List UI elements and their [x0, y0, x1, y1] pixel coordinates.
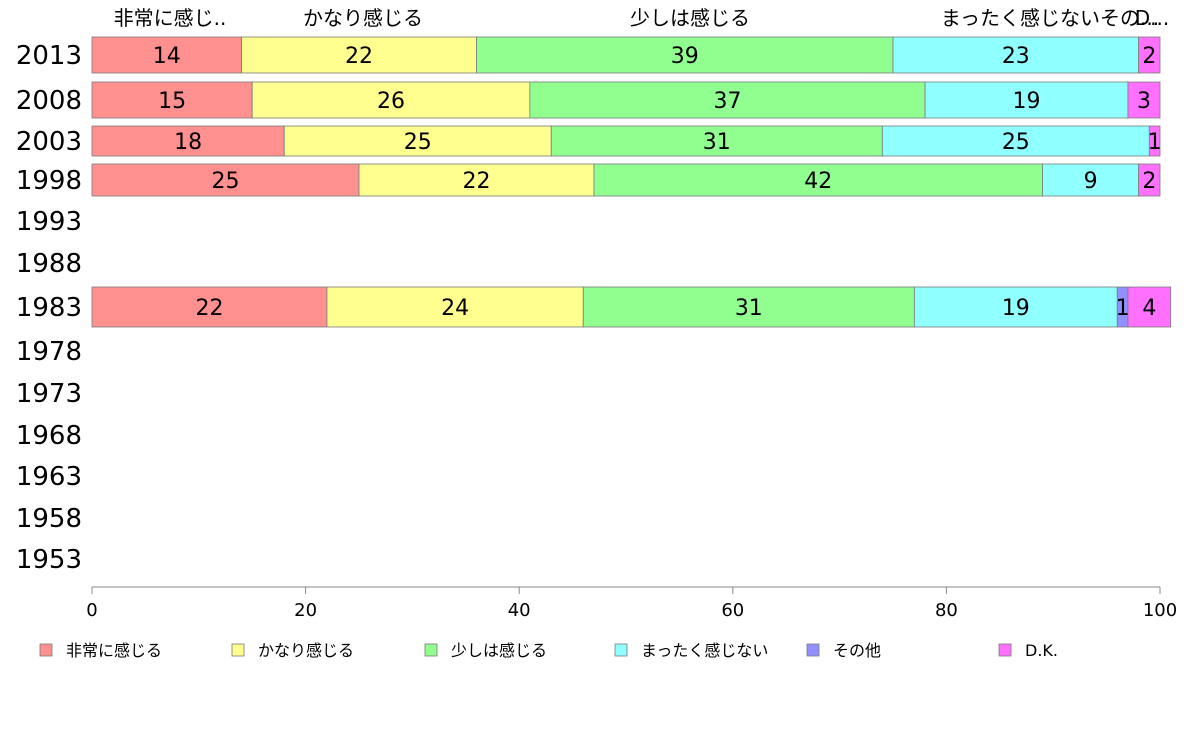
bar-value-label-2008-series-3: 19 [1013, 89, 1041, 114]
year-label-2008: 2008 [16, 86, 82, 116]
legend-label-3: まったく感じない [641, 641, 768, 660]
legend-label-0: 非常に感じる [66, 641, 162, 660]
top-category-label-0: 非常に感じ.. [114, 6, 227, 30]
bar-2003-series-1 [283, 125, 552, 157]
bar-2003-series-2 [550, 125, 883, 157]
x-tick-label-0: 0 [86, 600, 97, 621]
legend-label-2: 少しは感じる [451, 641, 547, 660]
top-category-label-3: まったく感じないその... [941, 6, 1159, 30]
bar-value-label-1998-series-0: 25 [212, 169, 240, 194]
legend-swatch-3 [614, 643, 628, 657]
bar-1998-series-1 [358, 163, 595, 197]
year-label-1963: 1963 [16, 462, 82, 492]
bar-2013-series-0 [91, 36, 242, 74]
top-category-label-1: かなり感じる [303, 6, 423, 30]
bar-2003-series-0 [91, 125, 285, 157]
year-label-1978: 1978 [16, 337, 82, 367]
bar-value-label-1983-series-5: 4 [1142, 296, 1156, 321]
bar-value-label-2013-series-2: 39 [671, 44, 699, 69]
bar-value-label-1998-series-3: 9 [1084, 169, 1098, 194]
legend-swatch-5 [998, 643, 1012, 657]
year-label-1988: 1988 [16, 249, 82, 279]
bar-1998-series-3 [1042, 163, 1140, 197]
bar-value-label-2003-series-5: 1 [1148, 130, 1162, 155]
x-tick-label-20: 20 [294, 600, 317, 621]
legend-swatch-1 [231, 643, 245, 657]
bar-2008-series-0 [91, 81, 253, 119]
bar-value-label-2008-series-1: 26 [377, 89, 405, 114]
x-tick-label-40: 40 [508, 600, 531, 621]
bar-2008-series-5 [1127, 81, 1161, 119]
year-label-1973: 1973 [16, 379, 82, 409]
year-label-2003: 2003 [16, 127, 82, 157]
bar-2008-series-1 [251, 81, 531, 119]
bar-value-label-2003-series-0: 18 [174, 130, 202, 155]
bar-1983-series-3 [913, 286, 1118, 328]
top-category-label-4: D... [1135, 6, 1169, 30]
legend-swatch-4 [806, 643, 820, 657]
bar-2013-series-2 [476, 36, 894, 74]
year-label-1968: 1968 [16, 421, 82, 451]
year-label-1958: 1958 [16, 504, 82, 534]
bar-value-label-2003-series-2: 31 [703, 130, 731, 155]
bar-2013-series-1 [241, 36, 477, 74]
bar-value-label-2003-series-1: 25 [404, 130, 432, 155]
bar-2013-series-5 [1138, 36, 1161, 74]
bar-value-label-1983-series-4: 1 [1116, 296, 1130, 321]
year-label-1953: 1953 [16, 545, 82, 575]
bar-2008-series-2 [529, 81, 926, 119]
x-tick-label-80: 80 [935, 600, 958, 621]
bar-value-label-1983-series-3: 19 [1002, 296, 1030, 321]
bar-value-label-2008-series-5: 3 [1137, 89, 1151, 114]
bar-value-label-2003-series-3: 25 [1002, 130, 1030, 155]
legend-swatch-2 [424, 643, 438, 657]
bar-1983-series-1 [326, 286, 584, 328]
bar-value-label-1983-series-0: 22 [195, 296, 223, 321]
legend-swatch-0 [39, 643, 53, 657]
bar-1998-series-0 [91, 163, 360, 197]
bar-2013-series-3 [892, 36, 1140, 74]
year-label-1983: 1983 [16, 293, 82, 323]
bar-value-label-1983-series-2: 31 [735, 296, 763, 321]
bar-1983-series-0 [91, 286, 328, 328]
year-label-1993: 1993 [16, 207, 82, 237]
year-label-2013: 2013 [16, 41, 82, 71]
bar-value-label-2008-series-2: 37 [713, 89, 741, 114]
bar-value-label-1998-series-5: 2 [1142, 169, 1156, 194]
bar-1998-series-2 [593, 163, 1043, 197]
bar-2003-series-5 [1148, 125, 1161, 157]
bar-value-label-1998-series-2: 42 [804, 169, 832, 194]
bar-value-label-1998-series-1: 22 [462, 169, 490, 194]
bar-value-label-1983-series-1: 24 [441, 296, 469, 321]
bar-1983-series-5 [1127, 286, 1172, 328]
bar-value-label-2013-series-0: 14 [153, 44, 181, 69]
legend-label-1: かなり感じる [258, 641, 354, 660]
bar-2008-series-3 [924, 81, 1129, 119]
top-category-label-2: 少しは感じる [630, 6, 750, 30]
legend-label-4: その他 [833, 641, 881, 660]
bar-1998-series-5 [1138, 163, 1161, 197]
bar-value-label-2013-series-1: 22 [345, 44, 373, 69]
bar-value-label-2013-series-5: 2 [1142, 44, 1156, 69]
x-tick-label-100: 100 [1143, 600, 1177, 621]
bar-2003-series-3 [881, 125, 1150, 157]
year-label-1998: 1998 [16, 166, 82, 196]
bar-value-label-2013-series-3: 23 [1002, 44, 1030, 69]
bar-value-label-2008-series-0: 15 [158, 89, 186, 114]
x-tick-label-60: 60 [721, 600, 744, 621]
legend-label-5: D.K. [1025, 641, 1058, 660]
